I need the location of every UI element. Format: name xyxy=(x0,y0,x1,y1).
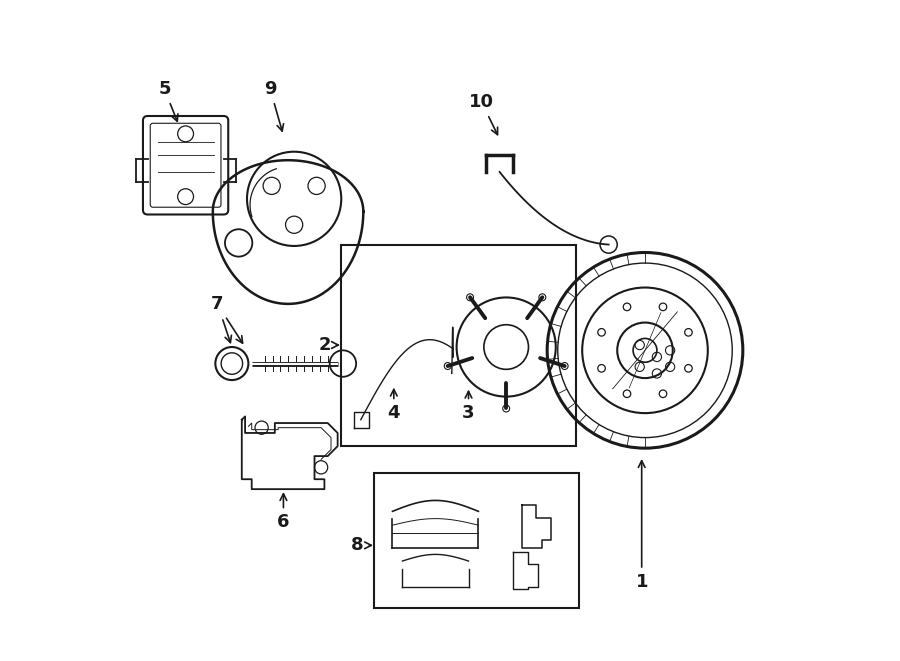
Text: 6: 6 xyxy=(277,494,290,531)
Text: 4: 4 xyxy=(388,389,400,422)
Text: 2: 2 xyxy=(319,336,338,354)
Text: 3: 3 xyxy=(463,391,475,422)
Bar xyxy=(341,245,576,446)
Text: 5: 5 xyxy=(158,80,178,121)
Text: 9: 9 xyxy=(264,80,284,131)
Text: 1: 1 xyxy=(635,461,648,591)
Bar xyxy=(374,473,579,608)
Text: 7: 7 xyxy=(212,295,243,343)
Text: 10: 10 xyxy=(469,93,498,135)
Circle shape xyxy=(225,229,252,256)
Text: 8: 8 xyxy=(351,536,372,555)
